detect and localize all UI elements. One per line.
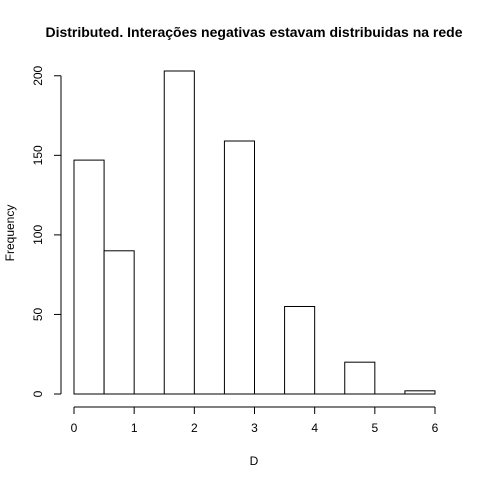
histogram-bar-11 xyxy=(404,390,436,395)
y-tick-label-0: 0 xyxy=(31,390,45,397)
histogram-bar-3 xyxy=(163,70,195,395)
y-tick-label-4: 200 xyxy=(31,65,45,85)
y-tick-label-3: 150 xyxy=(31,145,45,165)
y-tick-label-1: 50 xyxy=(31,307,45,321)
x-tick-label-5: 5 xyxy=(371,421,378,435)
histogram-bar-7 xyxy=(284,305,316,395)
histogram-bar-0 xyxy=(73,159,105,395)
y-tick-label-2: 100 xyxy=(31,225,45,245)
bars-group xyxy=(73,70,436,395)
x-axis-label: D xyxy=(250,454,259,468)
x-tick-label-3: 3 xyxy=(251,421,258,435)
x-tick-label-1: 1 xyxy=(131,421,138,435)
x-tick-label-6: 6 xyxy=(432,421,439,435)
chart-title: Distributed. Interações negativas estava… xyxy=(45,24,462,40)
y-axis-label: Frequency xyxy=(3,205,17,262)
x-axis: 0 1 2 3 4 5 6 xyxy=(71,406,439,435)
x-tick-label-4: 4 xyxy=(311,421,318,435)
histogram-bar-5 xyxy=(223,140,256,395)
histogram-bar-1 xyxy=(103,250,135,395)
x-tick-label-2: 2 xyxy=(191,421,198,435)
x-tick-label-0: 0 xyxy=(71,421,78,435)
histogram-bar-9 xyxy=(344,361,376,395)
y-axis: 0 50 100 150 200 xyxy=(31,65,62,397)
